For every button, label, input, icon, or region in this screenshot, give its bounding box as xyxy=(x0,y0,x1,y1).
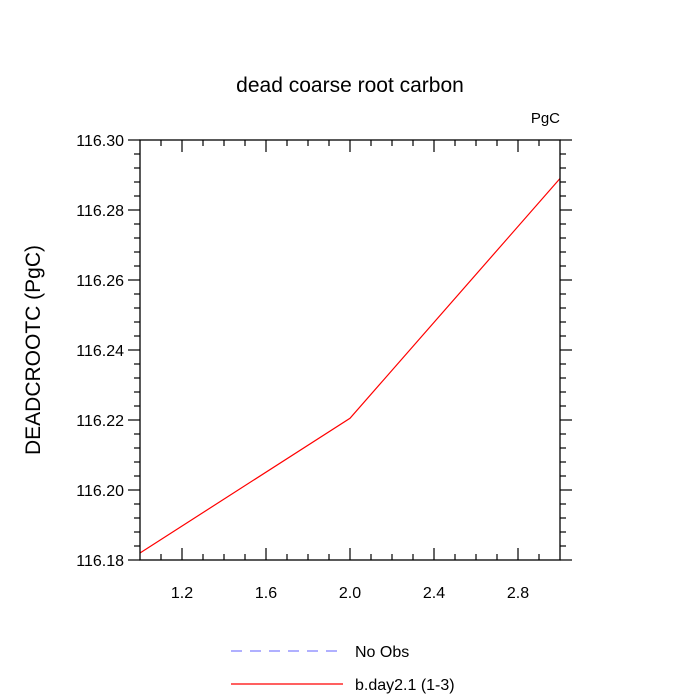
x-tick-label: 2.0 xyxy=(339,585,361,602)
legend: No Obs b.day2.1 (1-3) xyxy=(231,644,455,694)
series-line xyxy=(139,178,561,554)
x-tick-label: 2.8 xyxy=(507,585,529,602)
ticks-layer: 1.2 1.6 2.0 2.4 2.8 116.18 116.20 116.22 116.24 1… xyxy=(76,133,572,602)
chart-title: dead coarse root carbon xyxy=(236,74,464,97)
y-tick-label: 116.26 xyxy=(76,273,124,290)
y-tick-label: 116.18 xyxy=(76,553,124,570)
y-tick-label: 116.28 xyxy=(76,203,124,220)
y-tick-label: 116.24 xyxy=(76,343,124,360)
y-axis-label: DEADCROOTC (PgC) xyxy=(22,245,45,455)
y-tick-label: 116.22 xyxy=(76,413,124,430)
y-tick-label: 116.30 xyxy=(76,133,124,150)
y-tick-label: 116.20 xyxy=(76,483,124,500)
plot-frame xyxy=(139,139,561,561)
x-tick-label: 1.6 xyxy=(255,585,277,602)
lines-layer xyxy=(139,178,561,554)
x-tick-label: 2.4 xyxy=(423,585,445,602)
x-tick-label: 1.2 xyxy=(171,585,193,602)
units-label: PgC xyxy=(531,110,560,127)
legend-label: No Obs xyxy=(355,644,409,661)
legend-label: b.day2.1 (1-3) xyxy=(355,677,455,694)
